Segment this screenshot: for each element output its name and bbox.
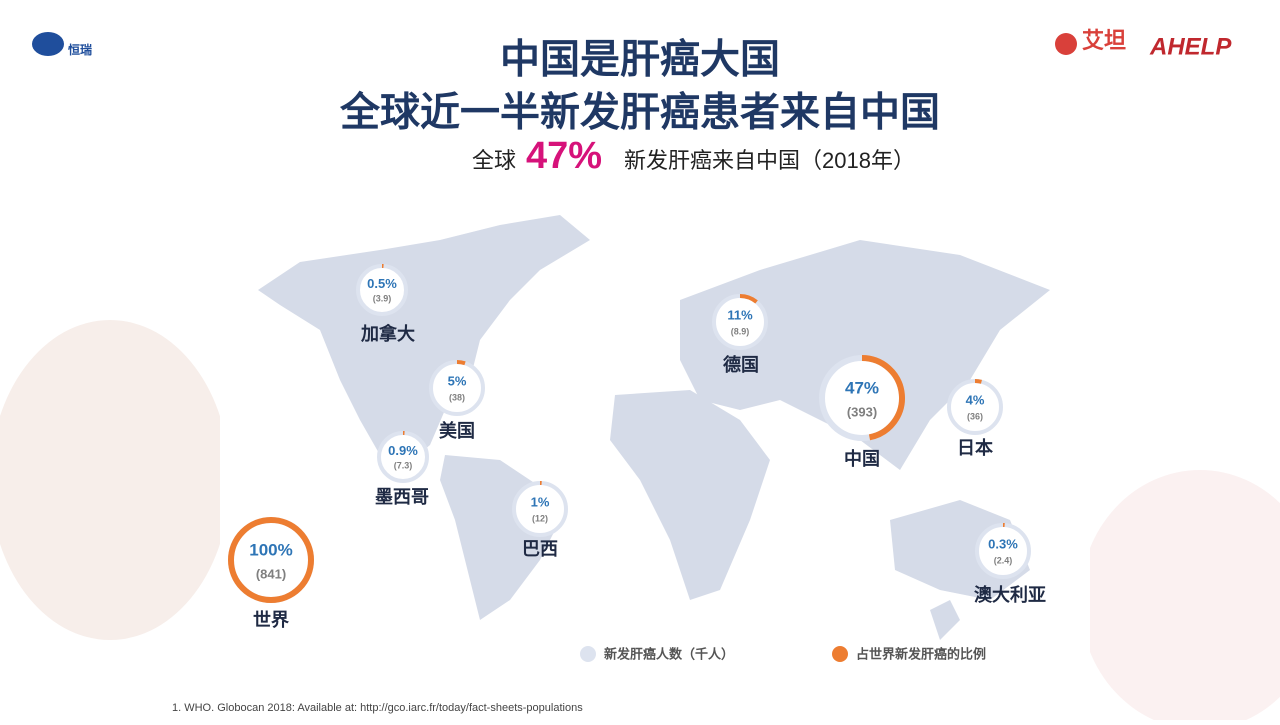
title: 中国是肝癌大国 [500, 38, 780, 82]
subtitle: 新发肝癌来自中国（2018年） [624, 148, 915, 173]
share-label: 100% [249, 541, 292, 560]
share-label: 0.9% [388, 443, 418, 458]
cases-label: (393) [847, 405, 877, 420]
share-label: 11% [727, 308, 753, 323]
region-name: 墨西哥 [375, 487, 429, 507]
share-label: 4% [966, 393, 985, 408]
logo-mark [32, 32, 64, 56]
share-label: 0.5% [367, 276, 397, 291]
cases-label: (36) [967, 411, 983, 421]
share-arc [975, 381, 981, 382]
region-name: 日本 [957, 437, 993, 458]
cases-label: (3.9) [373, 293, 392, 303]
legend-label: 占世界新发肝癌的比例 [856, 646, 986, 661]
legend-label: 新发肝癌人数（千人） [604, 646, 734, 661]
logo-mark [1055, 33, 1077, 55]
region-name: 澳大利亚 [974, 584, 1046, 605]
cases-label: (12) [532, 513, 548, 523]
footnote: 1. WHO. Globocan 2018: Available at: htt… [172, 702, 583, 714]
region-name: 加拿大 [360, 323, 415, 344]
subtitle-highlight: 47% [526, 135, 602, 177]
share-label: 0.3% [988, 537, 1018, 552]
logo-left: 恒瑞 [68, 42, 92, 57]
share-label: 5% [448, 374, 467, 389]
region-name: 中国 [844, 448, 880, 469]
share-label: 1% [531, 495, 550, 510]
cases-label: (8.9) [731, 326, 750, 336]
share-label: 47% [845, 379, 879, 398]
region-name: 世界 [253, 610, 289, 630]
background-tiger [0, 320, 230, 640]
logo-right-1: 艾坦 [1082, 28, 1126, 53]
title: 全球近一半新发肝癌患者来自中国 [339, 90, 940, 135]
logo-right-2: AHELP [1149, 33, 1232, 60]
cases-label: (841) [256, 567, 286, 582]
region-name: 德国 [723, 354, 759, 375]
cases-label: (2.4) [994, 555, 1013, 565]
region-name: 美国 [439, 420, 475, 441]
cases-label: (38) [449, 392, 465, 402]
subtitle: 全球 [472, 148, 516, 173]
legend-swatch [832, 646, 848, 662]
region-name: 巴西 [522, 539, 558, 559]
share-arc [457, 362, 465, 363]
legend-swatch [580, 646, 596, 662]
cases-label: (7.3) [394, 460, 413, 470]
